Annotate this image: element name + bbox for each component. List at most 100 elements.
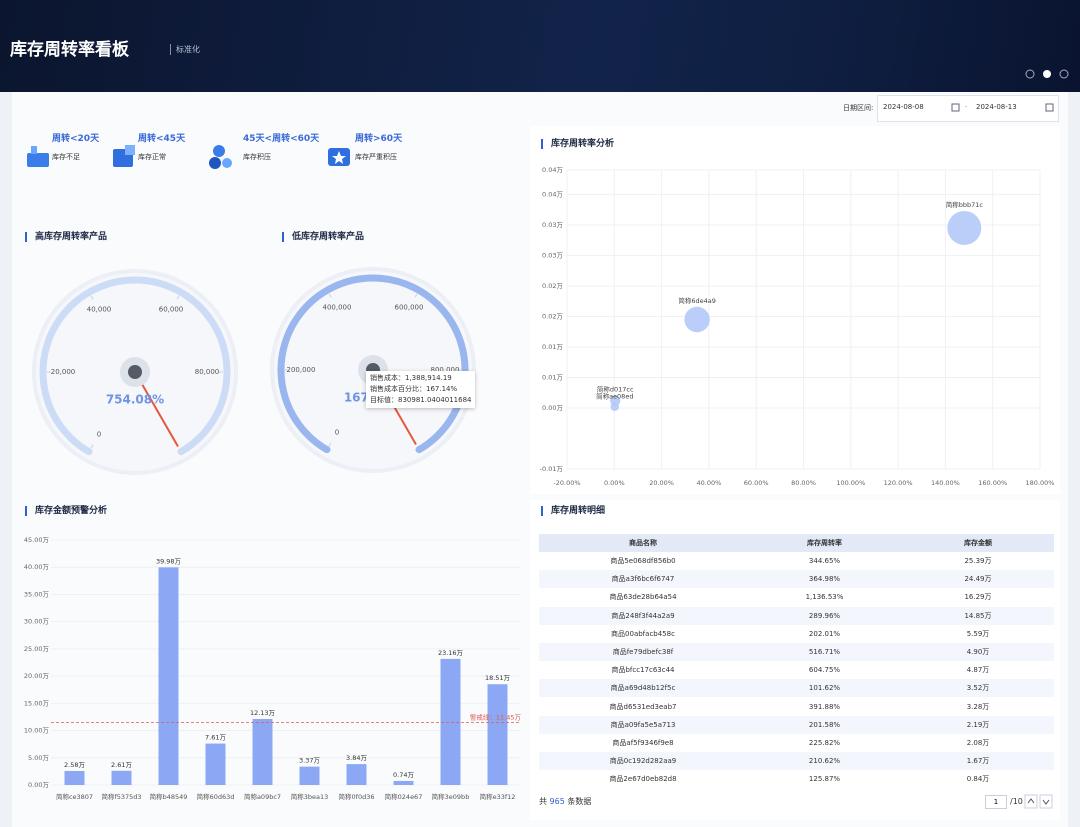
value-label: 23.16万 bbox=[438, 649, 464, 657]
column-header: 库存金额 bbox=[964, 539, 992, 547]
icon bbox=[1042, 799, 1050, 805]
table-row: 商品d6531ed3eab7 391.88% 3.28万 bbox=[539, 697, 1054, 716]
value-label: 2.61万 bbox=[111, 761, 132, 769]
x-tick-label: 简称3e09bb bbox=[432, 792, 470, 801]
gauge-tick bbox=[90, 295, 94, 300]
tooltip-line: 销售成本：1,388,914.19 bbox=[370, 374, 452, 382]
table-cell: 商品63de28b64a54 bbox=[609, 593, 677, 602]
table-cell: 201.58% bbox=[808, 720, 841, 729]
table-cell: 商品2e67d0eb82d8 bbox=[609, 775, 677, 784]
gauge-tick bbox=[328, 442, 332, 447]
icon bbox=[213, 145, 225, 157]
section-title: 库存周转明细 bbox=[541, 506, 605, 516]
table-cell: 商品5e068df856b0 bbox=[610, 557, 676, 565]
x-tick-label: 60.00% bbox=[744, 479, 769, 487]
gauge-hub bbox=[128, 365, 142, 379]
table-cell: 商品a3f6bc6f6747 bbox=[611, 575, 675, 584]
y-tick-label: 10.00万 bbox=[24, 727, 50, 735]
icon bbox=[222, 158, 232, 168]
dot[interactable] bbox=[1043, 70, 1051, 78]
table-cell: 225.82% bbox=[808, 739, 841, 747]
bar bbox=[440, 658, 461, 785]
table-row: 商品5e068df856b0 344.65% 25.39万 bbox=[539, 552, 1054, 570]
x-tick-label: 160.00% bbox=[978, 479, 1007, 487]
bubble-label: 简称ae08ed bbox=[596, 392, 633, 401]
table-row: 商品bfcc17c63c44 604.75% 4.87万 bbox=[539, 661, 1054, 680]
gauge-tick-label: 20,000 bbox=[51, 368, 76, 376]
gauge-value: 754.08% bbox=[106, 393, 164, 407]
gauge-tick-label: 60,000 bbox=[159, 306, 184, 314]
table-cell: 商品d6531ed3eab7 bbox=[609, 702, 677, 711]
table-cell: 商品00abfacb458c bbox=[611, 629, 675, 638]
x-tick-label: 简称3bea13 bbox=[291, 792, 329, 801]
dot[interactable] bbox=[1059, 69, 1069, 79]
gauge-arc bbox=[39, 276, 231, 456]
x-tick-label: 简称f5375d3 bbox=[101, 792, 141, 801]
x-tick-label: 简称b48549 bbox=[150, 792, 188, 801]
bar bbox=[158, 567, 179, 785]
page-count: /10 bbox=[1010, 797, 1023, 806]
tooltip: 销售成本：1,388,914.19 销售成本百分比：167.14% 目标值：83… bbox=[366, 371, 476, 408]
x-tick-label: -20.00% bbox=[553, 479, 580, 487]
table-row: 商品248f3f44a2a9 289.96% 14.85万 bbox=[539, 606, 1054, 625]
y-tick-label: -0.01万 bbox=[540, 465, 564, 473]
y-tick-label: 25.00万 bbox=[24, 645, 50, 653]
table-cell: 289.96% bbox=[808, 611, 841, 620]
x-tick-label: 20.00% bbox=[649, 479, 674, 487]
section-title: 库存周转率分析 bbox=[541, 139, 614, 149]
date-picker[interactable] bbox=[877, 95, 1059, 122]
table-cell: 4.90万 bbox=[966, 648, 990, 656]
calendar-icons bbox=[951, 103, 1054, 112]
bubble-label: 简称bbb71c bbox=[946, 200, 984, 209]
tooltip-line: 销售成本百分比：167.14% bbox=[370, 385, 458, 393]
panel bbox=[530, 126, 1060, 494]
x-tick-label: 简称60d63d bbox=[197, 792, 235, 801]
dot[interactable] bbox=[1025, 69, 1035, 79]
table-cell: 24.49万 bbox=[964, 575, 992, 584]
prev-button[interactable] bbox=[1024, 794, 1038, 809]
y-tick-label: 0.03万 bbox=[542, 251, 563, 259]
gauge-tick-label: 0 bbox=[335, 428, 339, 436]
x-tick-label: 简称024e67 bbox=[385, 792, 423, 801]
y-tick-label: 40.00万 bbox=[24, 563, 50, 571]
value-label: 3.84万 bbox=[346, 754, 367, 762]
page-input[interactable]: 1 bbox=[985, 795, 1007, 809]
kpi-title: 周转>60天 bbox=[355, 134, 403, 144]
value-label: 3.37万 bbox=[299, 757, 320, 765]
bar bbox=[346, 764, 367, 785]
icon bbox=[31, 146, 37, 154]
icon bbox=[1027, 798, 1035, 804]
x-tick-label: 0.00% bbox=[604, 479, 625, 487]
date-start[interactable]: 2024-08-08 bbox=[883, 103, 924, 111]
threshold-label: 警戒线：11.45万 bbox=[470, 713, 522, 722]
date-end[interactable]: 2024-08-13 bbox=[976, 103, 1017, 111]
table-cell: 604.75% bbox=[808, 666, 841, 675]
table-cell: 2.19万 bbox=[966, 720, 990, 729]
carousel-dots[interactable] bbox=[1020, 66, 1070, 82]
table-cell: 商品a09fa5e5a713 bbox=[610, 720, 676, 729]
x-tick-label: 简称a09bc7 bbox=[244, 792, 281, 801]
table-cell: 202.01% bbox=[808, 629, 841, 638]
x-tick-label: 40.00% bbox=[697, 479, 722, 487]
icon bbox=[209, 157, 221, 169]
bar-chart: 0.00万 5.00万 10.00万 15.00万 20.00万 25.00万 30.00万… bbox=[24, 536, 522, 801]
y-tick-label: 0.00万 bbox=[542, 404, 563, 412]
footer-suffix: 条数据 bbox=[567, 797, 592, 806]
section-title: 高库存周转率产品 bbox=[25, 232, 107, 242]
kpi-title: 45天<周转<60天 bbox=[243, 134, 320, 144]
header-tag: 标准化 bbox=[170, 44, 200, 55]
table-cell: 210.62% bbox=[808, 757, 841, 766]
y-tick-label: 0.01万 bbox=[542, 373, 563, 381]
next-button[interactable] bbox=[1039, 794, 1053, 809]
table-row: 商品af5f9346f9e8 225.82% 2.08万 bbox=[539, 734, 1054, 752]
bar bbox=[64, 770, 85, 785]
page-buttons[interactable] bbox=[1024, 794, 1054, 810]
kpi-label: 库存不足 bbox=[52, 153, 80, 161]
gauge-tick-label: 400,000 bbox=[323, 304, 352, 312]
gauge-tick-label: 200,000 bbox=[287, 366, 316, 374]
bar bbox=[252, 718, 273, 785]
y-tick-label: 0.03万 bbox=[542, 221, 563, 229]
table-cell: 商品af5f9346f9e8 bbox=[612, 739, 674, 747]
table-cell: 2.08万 bbox=[966, 739, 990, 747]
